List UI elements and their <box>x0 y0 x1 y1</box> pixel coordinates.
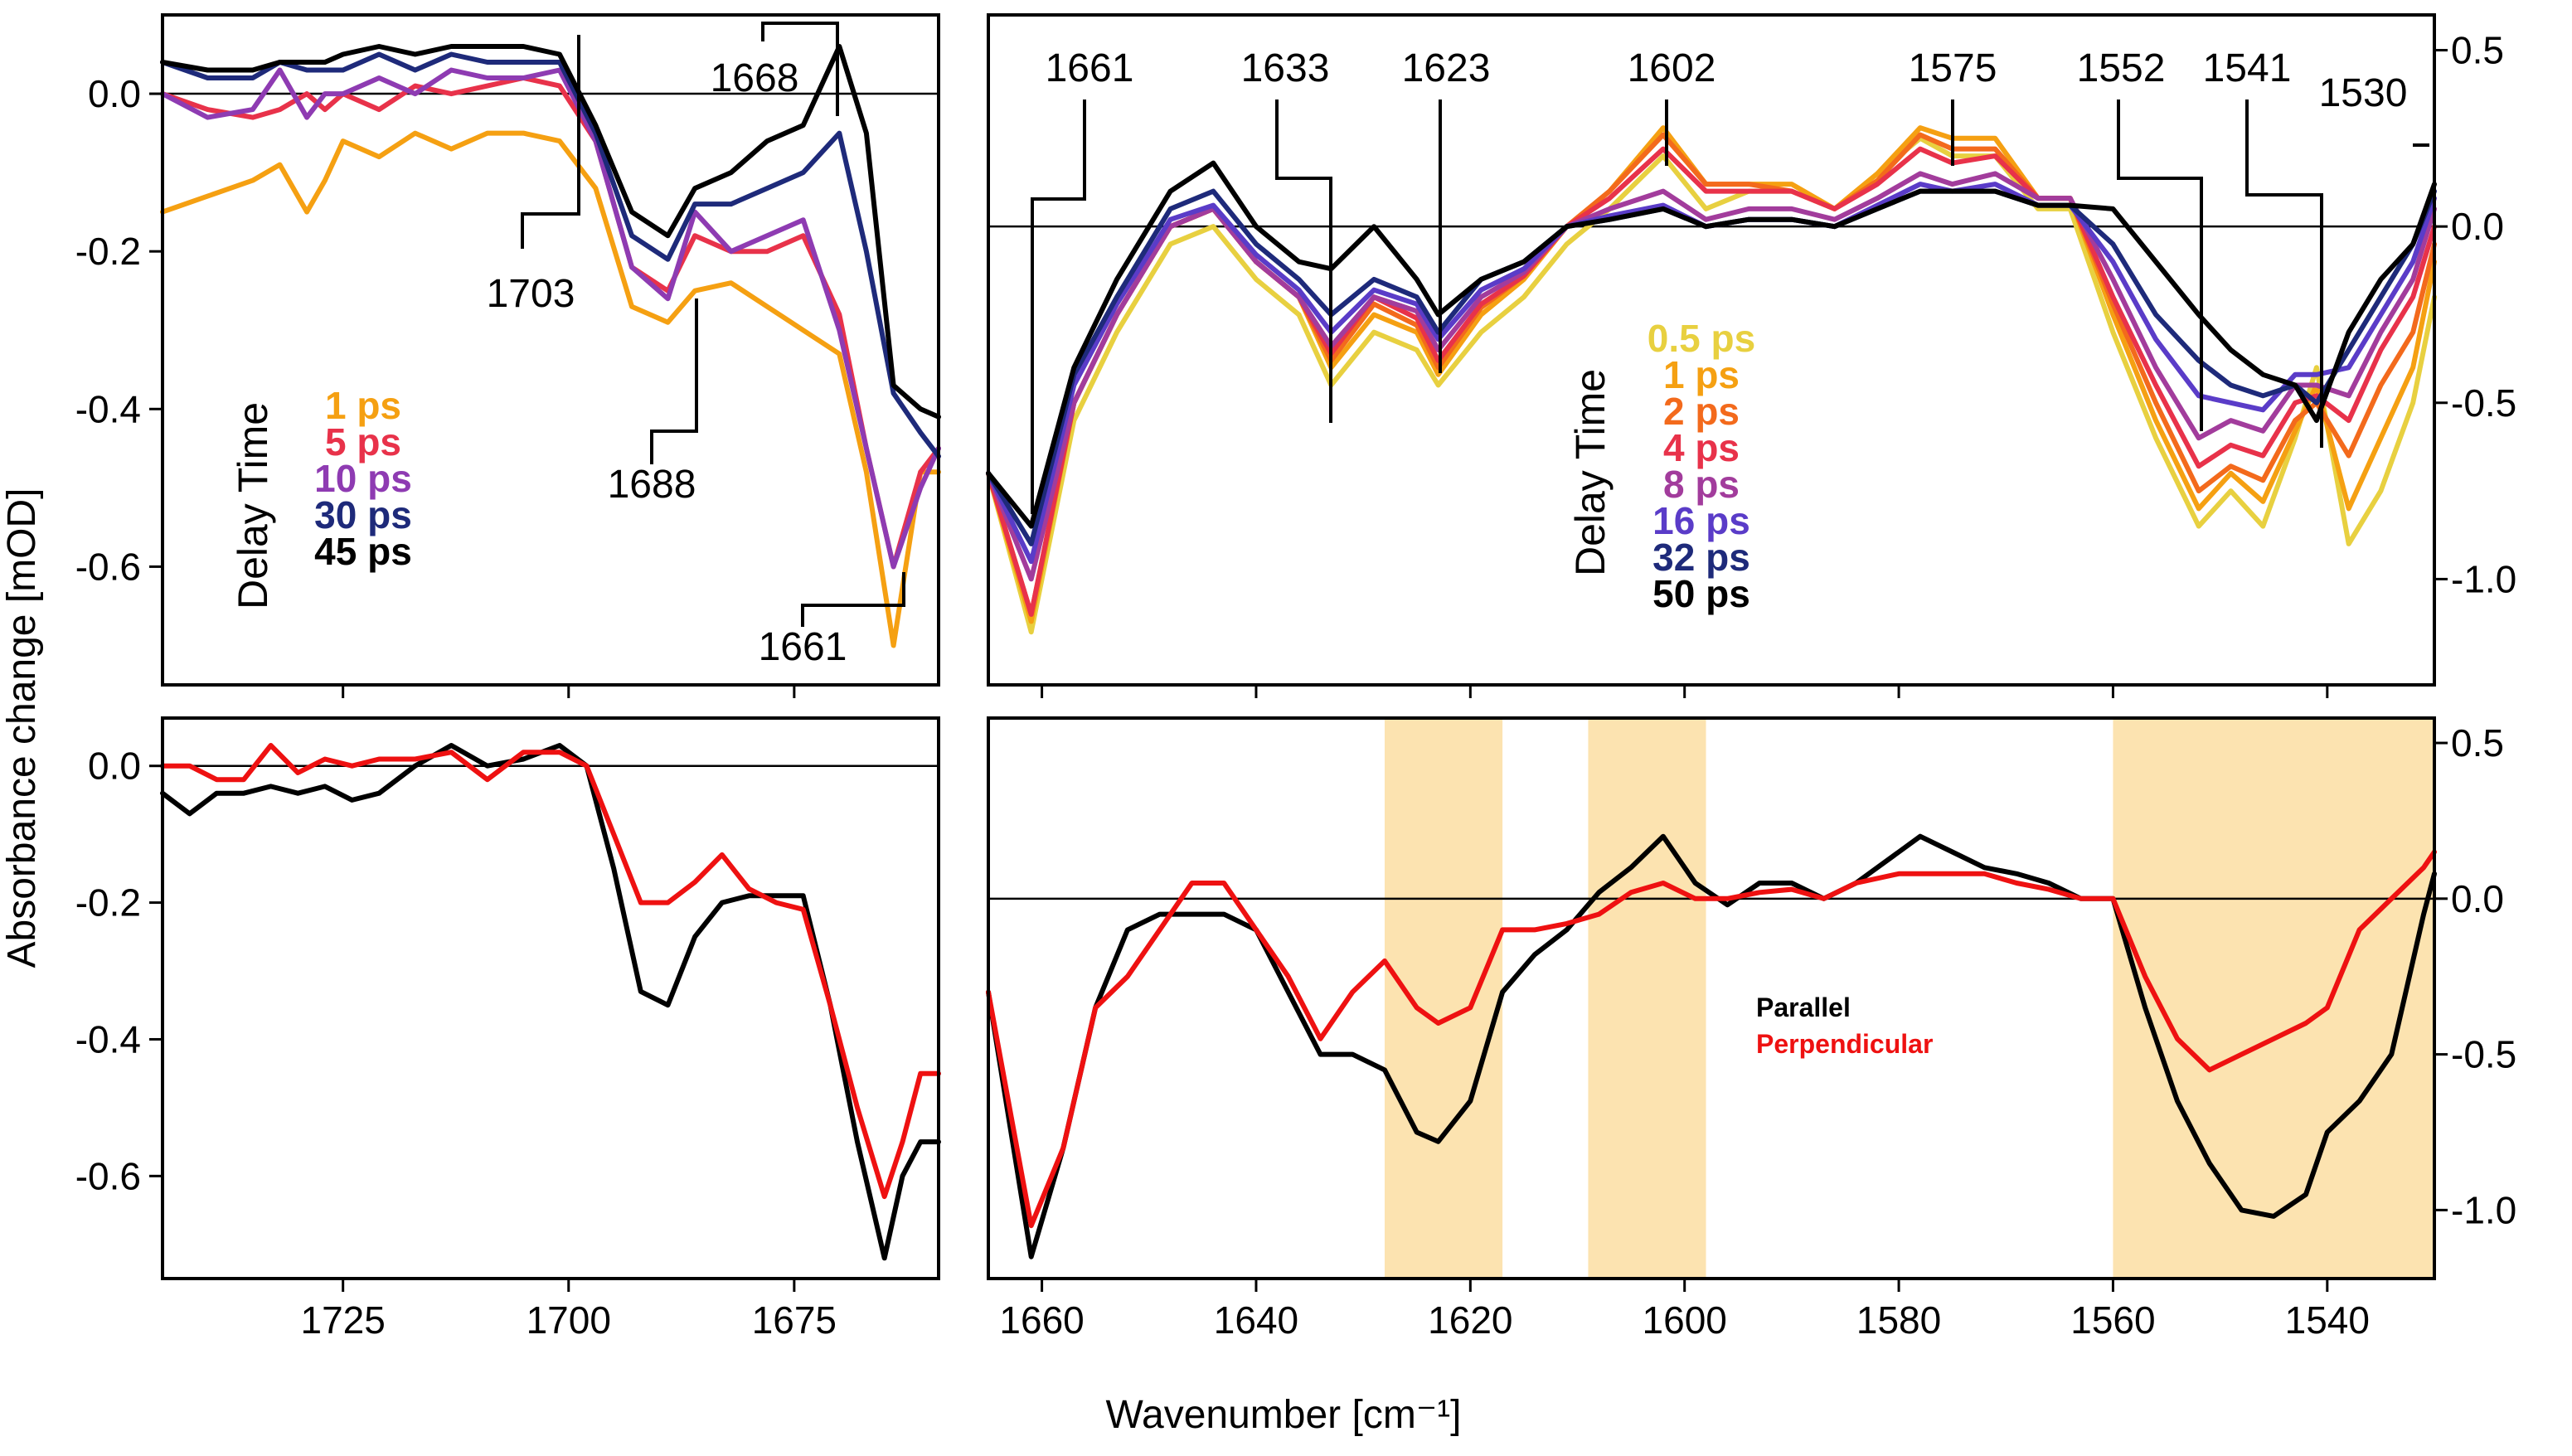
series-line-perpendicular <box>986 849 2437 1229</box>
shaded-band <box>2113 718 2434 1279</box>
x-axis-title: Wavenumber [cm⁻¹] <box>1106 1393 1462 1437</box>
y-tick-label: -0.2 <box>75 230 141 273</box>
series-line-10-ps <box>160 67 941 570</box>
series-line-50-ps <box>986 160 2437 529</box>
x-tick-label: 1580 <box>1856 1298 1941 1342</box>
annotation-label: 1703 <box>487 272 575 316</box>
legend-item: 8 ps <box>1663 463 1740 506</box>
legend-item: 1 ps <box>325 384 401 427</box>
axis-frame <box>161 13 940 687</box>
series-line-45-ps <box>160 44 941 420</box>
legend-item: 1 ps <box>1663 353 1740 396</box>
series-line-parallel <box>160 743 941 1261</box>
legend-item: 2 ps <box>1663 390 1740 433</box>
y-tick-label: -0.5 <box>2451 381 2516 425</box>
axis-frame <box>161 716 940 1280</box>
annotation-label: 1552 <box>2077 46 2166 90</box>
y-tick-label: 0.0 <box>88 745 141 788</box>
plots-layer: 0.0 -0.2 -0.4 -0.6 0.5 0.0 -0.5 -1.0 1725 1700 167… <box>75 13 2516 1342</box>
series-line-perpendicular <box>160 743 941 1200</box>
legend-item: 10 ps <box>314 457 412 500</box>
x-tick-label: 1725 <box>301 1298 386 1342</box>
annotation-label: 1623 <box>1402 46 1491 90</box>
y-tick-label: -0.6 <box>75 545 141 588</box>
y-tick-label: -0.5 <box>2451 1033 2516 1076</box>
annotation-label: 1661 <box>1046 46 1134 90</box>
y-tick-label: 0.5 <box>2451 29 2504 72</box>
annotation-leader <box>2245 99 2323 448</box>
panel-top-left: 0.0 -0.2 -0.4 -0.6 <box>75 13 941 698</box>
axis-frame <box>987 13 2436 687</box>
legend-item: 16 ps <box>1652 499 1750 542</box>
annotation-leader <box>761 22 839 116</box>
shaded-band <box>1588 718 1706 1279</box>
y-tick-label: -1.0 <box>2451 557 2516 600</box>
x-tick-label: 1700 <box>527 1298 611 1342</box>
shaded-band <box>1384 718 1503 1279</box>
x-tick-label: 1640 <box>1214 1298 1298 1342</box>
y-tick-label: -0.4 <box>75 387 141 430</box>
panel-bottom-left: 1725 1700 1675 0.0 -0.2 -0.4 -0.6 <box>75 716 941 1342</box>
annotation-label: 1661 <box>759 625 847 669</box>
annotation-leader <box>521 35 580 249</box>
y-tick-label: -0.2 <box>75 881 141 925</box>
y-tick-label: 0.0 <box>88 72 141 115</box>
x-tick-label: 1540 <box>2285 1298 2370 1342</box>
legend-item: 32 ps <box>1652 536 1750 579</box>
annotation-leader <box>801 572 905 627</box>
annotation-label: 1668 <box>711 56 799 100</box>
legend-item: Perpendicular <box>1756 1029 1933 1059</box>
series-line-8-ps <box>986 171 2437 582</box>
x-tick-label: 1660 <box>999 1298 1084 1342</box>
annotation-leader <box>1031 99 1086 514</box>
annotation-label: 1688 <box>608 463 696 507</box>
x-tick-label: 1560 <box>2070 1298 2155 1342</box>
y-tick-label: -0.4 <box>75 1017 141 1060</box>
series-line-30-ps <box>160 51 941 459</box>
annotation-leader <box>650 298 698 464</box>
annotation-label: 1575 <box>1909 46 1997 90</box>
x-tick-label: 1675 <box>752 1298 837 1342</box>
y-tick-label: -1.0 <box>2451 1188 2516 1231</box>
annotation-label: 1541 <box>2203 46 2292 90</box>
series-line-5-ps <box>160 75 941 570</box>
legend-item: 50 ps <box>1652 572 1750 615</box>
legend-item: 45 ps <box>314 530 412 573</box>
y-tick-label: 0.5 <box>2451 721 2504 764</box>
y-tick-label: -0.6 <box>75 1154 141 1197</box>
series-line-1-ps <box>160 130 941 648</box>
annotation-leader <box>2117 99 2203 431</box>
annotation-leader <box>1275 99 1332 423</box>
panel-top-right: 0.5 0.0 -0.5 -1.0 <box>986 13 2516 698</box>
legend-item: Parallel <box>1756 993 1851 1022</box>
legend-item: 4 ps <box>1663 426 1740 469</box>
legend-title: Delay Time <box>230 402 276 609</box>
panel-bottom-right: 1660 1640 1620 1600 1580 1560 1540 0.5 0.0 -0.5 -1… <box>986 716 2516 1342</box>
y-axis-title: Absorbance change [mOD] <box>0 488 44 968</box>
x-tick-label: 1620 <box>1428 1298 1512 1342</box>
series-line-parallel <box>986 833 2437 1259</box>
axis-frame <box>987 716 2436 1280</box>
x-tick-label: 1600 <box>1643 1298 1727 1342</box>
y-tick-label: 0.0 <box>2451 205 2504 248</box>
legend-item: 5 ps <box>325 420 401 463</box>
legend-bottom-right: Parallel Perpendicular <box>1756 993 1933 1059</box>
annotation-label: 1530 <box>2319 71 2408 115</box>
legend-item: 30 ps <box>314 493 412 536</box>
legend-item: 0.5 ps <box>1648 317 1755 360</box>
annotation-label: 1633 <box>1241 46 1330 90</box>
legend-title: Delay Time <box>1567 369 1614 576</box>
annotation-label: 1602 <box>1628 46 1716 90</box>
y-tick-label: 0.0 <box>2451 877 2504 920</box>
